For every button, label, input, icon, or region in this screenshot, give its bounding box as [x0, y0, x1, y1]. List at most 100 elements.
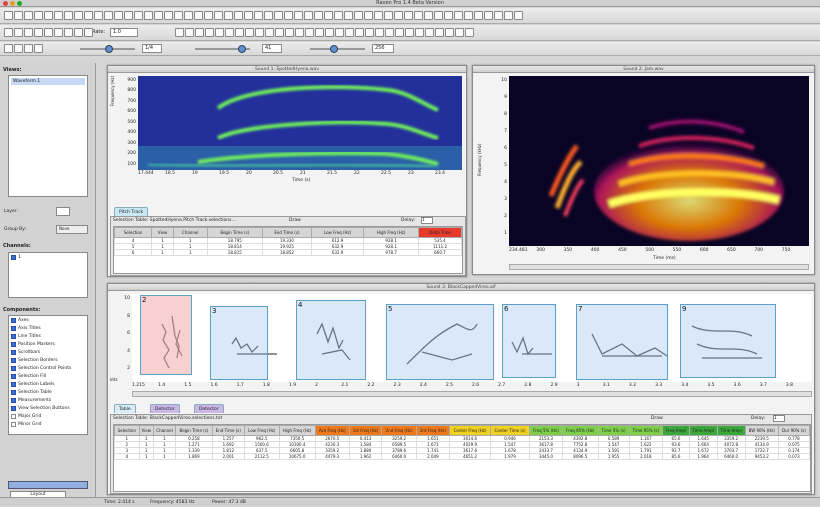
toolbar-tool-icon[interactable]	[474, 11, 483, 20]
toolbar-tool-icon[interactable]	[444, 11, 453, 20]
selection-box[interactable]	[502, 304, 556, 378]
component-checkbox[interactable]: Measurements	[9, 396, 87, 404]
table-row[interactable]: 4 1 1 1.869 2.001 2112.5 10675.0 4479.3 1.962 646…	[115, 454, 810, 460]
column-header[interactable]: BW 90% (Hz)	[745, 426, 778, 436]
toolbar-tool-icon[interactable]	[455, 28, 464, 37]
component-checkbox[interactable]: Selection Fill	[9, 372, 87, 380]
toolbar-tool-icon[interactable]	[94, 11, 103, 20]
selection-table-3[interactable]: Selection View Channel Begin Time (s) End Ti…	[113, 424, 811, 492]
toolbar-tool-icon[interactable]	[335, 28, 344, 37]
tab-detector-1[interactable]: Detector 1	[150, 404, 180, 413]
toolbar-tool-icon[interactable]	[454, 11, 463, 20]
tab-table-1[interactable]: Table 1	[114, 404, 136, 413]
toolbar-tool-icon[interactable]	[194, 11, 203, 20]
toolbar-tool-icon[interactable]	[14, 44, 23, 53]
toolbar-tool-icon[interactable]	[244, 11, 253, 20]
layer-input[interactable]	[56, 207, 70, 216]
toolbar-tool-icon[interactable]	[34, 28, 43, 37]
zoom-input[interactable]: 1/4	[142, 44, 162, 53]
column-header[interactable]: Freq Ampl	[663, 426, 690, 436]
layout-scrollbar[interactable]	[8, 481, 88, 489]
spectrogram-2[interactable]	[509, 76, 809, 246]
column-header[interactable]: Low Freq (Hz)	[244, 426, 279, 436]
toolbar-tool-icon[interactable]	[174, 11, 183, 20]
toolbar-tool-icon[interactable]	[425, 28, 434, 37]
column-header[interactable]: Selection	[115, 228, 152, 238]
column-header[interactable]: High Freq (Hz)	[364, 228, 419, 238]
draw-toggle-1[interactable]: Draw	[289, 218, 301, 223]
toolbar-tool-icon[interactable]	[514, 11, 523, 20]
toolbar-tool-icon[interactable]	[395, 28, 404, 37]
component-checkbox[interactable]: View Selection Buttons	[9, 404, 87, 412]
views-list[interactable]: Waveform 1	[8, 75, 88, 197]
toolbar-tool-icon[interactable]	[175, 28, 184, 37]
column-header[interactable]: Freq 95% (Hz)	[562, 426, 598, 436]
component-checkbox[interactable]: Line Titles	[9, 332, 87, 340]
group-by-select[interactable]: None	[56, 225, 88, 234]
toolbar-tool-icon[interactable]	[64, 11, 73, 20]
toolbar-tool-icon[interactable]	[324, 11, 333, 20]
toolbar-tool-icon[interactable]	[54, 28, 63, 37]
column-header[interactable]: Center Time (s)	[491, 426, 530, 436]
toolbar-tool-icon[interactable]	[314, 11, 323, 20]
toolbar-tool-icon[interactable]	[34, 11, 43, 20]
toolbar-tool-icon[interactable]	[465, 28, 474, 37]
toolbar-tool-icon[interactable]	[304, 11, 313, 20]
channel-1-checkbox[interactable]: 1	[9, 253, 87, 261]
toolbar-tool-icon[interactable]	[205, 28, 214, 37]
column-header[interactable]: View	[139, 426, 153, 436]
toolbar-tool-icon[interactable]	[334, 11, 343, 20]
selection-box[interactable]	[296, 300, 366, 380]
column-header[interactable]: Dur 90% (s)	[779, 426, 810, 436]
toolbar-tool-icon[interactable]	[144, 11, 153, 20]
selection-box[interactable]	[680, 304, 776, 378]
toolbar-tool-icon[interactable]	[185, 28, 194, 37]
toolbar-tool-icon[interactable]	[264, 11, 273, 20]
selection-box[interactable]	[210, 306, 268, 380]
toolbar-tool-icon[interactable]	[234, 11, 243, 20]
column-header[interactable]: Freq 5% (Hz)	[530, 426, 563, 436]
column-header[interactable]: Low Freq (Hz)	[311, 228, 363, 238]
column-header[interactable]: End Time (s)	[212, 426, 244, 436]
toolbar-tool-icon[interactable]	[504, 11, 513, 20]
column-header[interactable]: Time 95% (s)	[629, 426, 663, 436]
column-header[interactable]: Time Ampl	[689, 426, 717, 436]
toolbar-tool-icon[interactable]	[345, 28, 354, 37]
horizontal-scrollbar-2[interactable]	[509, 264, 809, 270]
component-checkbox[interactable]: Scrollbars	[9, 348, 87, 356]
view-item-waveform[interactable]: Waveform 1	[11, 78, 85, 85]
column-header[interactable]: Delta Time	[419, 228, 462, 238]
rate-input[interactable]: 1.0	[110, 28, 138, 37]
toolbar-tool-icon[interactable]	[64, 28, 73, 37]
toolbar-tool-icon[interactable]	[114, 11, 123, 20]
column-header[interactable]: Channel	[153, 426, 175, 436]
toolbar-tool-icon[interactable]	[154, 11, 163, 20]
toolbar-tool-icon[interactable]	[104, 11, 113, 20]
toolbar-tool-icon[interactable]	[134, 11, 143, 20]
toolbar-tool-icon[interactable]	[74, 11, 83, 20]
spectrogram-3[interactable]: 2345679	[132, 294, 812, 382]
toolbar-tool-icon[interactable]	[184, 11, 193, 20]
column-header[interactable]: Time Ampl	[717, 426, 745, 436]
toolbar-tool-icon[interactable]	[24, 11, 33, 20]
toolbar-tool-icon[interactable]	[355, 28, 364, 37]
toolbar-tool-icon[interactable]	[445, 28, 454, 37]
toolbar-tool-icon[interactable]	[405, 28, 414, 37]
toolbar-tool-icon[interactable]	[384, 11, 393, 20]
toolbar-tool-icon[interactable]	[84, 11, 93, 20]
selection-box[interactable]	[576, 304, 668, 380]
component-checkbox[interactable]: Selection Control Points	[9, 364, 87, 372]
toolbar-tool-icon[interactable]	[415, 28, 424, 37]
toolbar-tool-icon[interactable]	[394, 11, 403, 20]
toolbar-tool-icon[interactable]	[214, 11, 223, 20]
toolbar-tool-icon[interactable]	[84, 28, 93, 37]
toolbar-tool-icon[interactable]	[295, 28, 304, 37]
toolbar-tool-icon[interactable]	[224, 11, 233, 20]
size-slider-knob[interactable]	[330, 45, 338, 53]
toolbar-tool-icon[interactable]	[4, 44, 13, 53]
column-header[interactable]: Begin Time (s)	[176, 426, 213, 436]
horizontal-scrollbar-3[interactable]	[132, 391, 812, 397]
column-header[interactable]: Ave Freq (Hz)	[315, 426, 349, 436]
column-header[interactable]: 2nd Freq (Hz)	[382, 426, 416, 436]
column-header[interactable]: Selection	[115, 426, 140, 436]
